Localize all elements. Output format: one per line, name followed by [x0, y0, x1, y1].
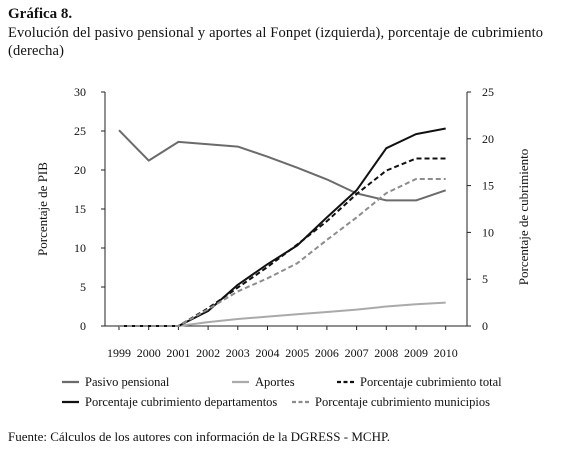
series-line-1: [118, 129, 447, 202]
left-axis-label: Porcentaje de PIB: [35, 162, 50, 256]
x-tick-label: 2009: [404, 346, 428, 360]
legend-label-4: Porcentaje cubrimiento departamentos: [85, 395, 277, 409]
x-tick-label: 2007: [345, 346, 369, 360]
legend-label-3: Porcentaje cubrimiento total: [360, 375, 502, 389]
right-tick-label: 5: [482, 272, 488, 286]
x-tick-label: 2000: [137, 346, 161, 360]
chart-lines: [118, 127, 447, 327]
left-tick-label: 25: [74, 124, 86, 138]
x-tick-label: 2001: [166, 346, 190, 360]
x-tick-label: 2004: [256, 346, 280, 360]
chart-axes: 0 5 10 15 20 25 30 0 5 10 15 20 25 1999 2000 2001 2002 20…: [35, 85, 531, 360]
x-tick-label: 2003: [226, 346, 250, 360]
figure-label: Gráfica 8.: [8, 6, 73, 22]
series-line-4: [119, 127, 446, 327]
x-tick-label: 1999: [107, 346, 131, 360]
legend-label-2: Aportes: [255, 375, 295, 389]
x-tick-label: 2005: [285, 346, 309, 360]
right-tick-label: 0: [482, 319, 488, 333]
left-tick-label: 0: [80, 319, 86, 333]
right-tick-label: 10: [482, 225, 494, 239]
x-tick-label: 2008: [374, 346, 398, 360]
figure-title: Evolución del pasivo pensional y aportes…: [8, 25, 544, 59]
figure-heading: Gráfica 8. Evolución del pasivo pensiona…: [8, 5, 568, 60]
x-tick-label: 2006: [315, 346, 339, 360]
right-axis-label: Porcentaje de cubrimiento: [516, 149, 531, 285]
x-tick-label: 2010: [434, 346, 458, 360]
left-tick-label: 20: [74, 163, 86, 177]
series-line-3: [119, 157, 446, 327]
legend-label-5: Porcentaje cubrimiento municipios: [315, 395, 490, 409]
right-tick-label: 20: [482, 132, 494, 146]
left-tick-label: 15: [74, 202, 86, 216]
legend-label-1: Pasivo pensional: [85, 375, 170, 389]
left-tick-label: 10: [74, 241, 86, 255]
x-tick-label: 2002: [196, 346, 220, 360]
source-note: Fuente: Cálculos de los autores con info…: [8, 429, 391, 444]
left-tick-label: 5: [80, 280, 86, 294]
series-line-2: [119, 301, 446, 327]
right-tick-label: 15: [482, 179, 494, 193]
chart-legend: Pasivo pensional Aportes Porcentaje cubrim…: [62, 375, 502, 409]
right-tick-label: 25: [482, 85, 494, 99]
left-tick-label: 30: [74, 85, 86, 99]
series-line-5: [119, 178, 446, 327]
